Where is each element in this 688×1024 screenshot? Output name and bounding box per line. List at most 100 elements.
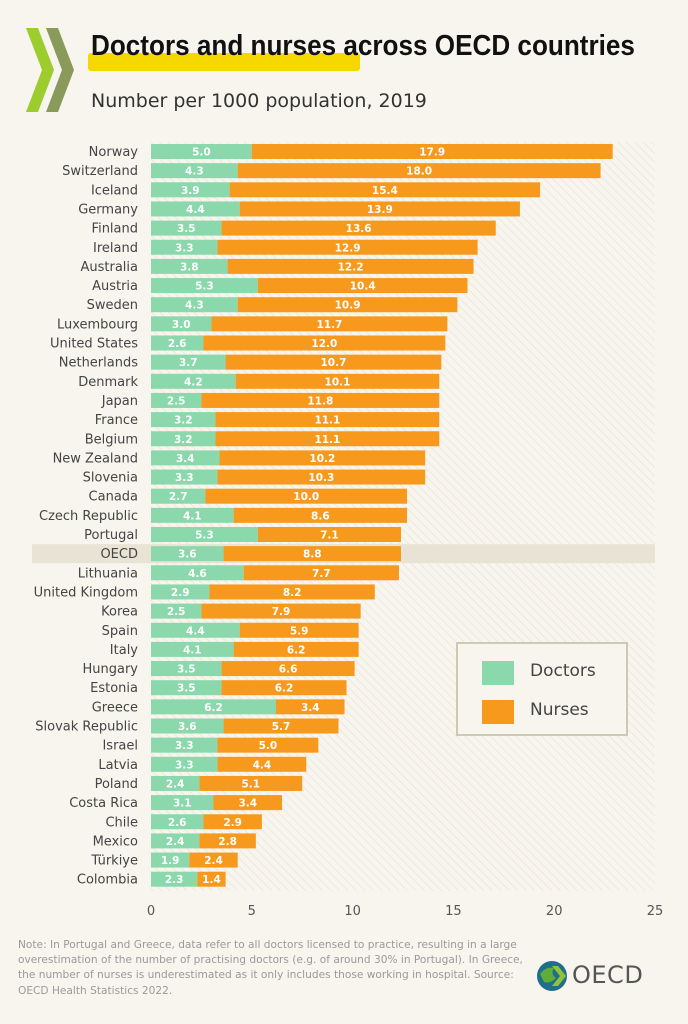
category-label-japan: Japan xyxy=(101,394,138,409)
category-label-slovenia: Slovenia xyxy=(83,471,138,486)
bar-nurses-colombia xyxy=(197,871,226,887)
data-label-nurses-slovak-republic: 5.7 xyxy=(272,721,291,733)
bar-doctors-denmark xyxy=(151,373,236,389)
bar-nurses-czech-republic xyxy=(233,507,408,523)
data-label-nurses-belgium: 11.1 xyxy=(314,434,340,446)
category-label-united-states: United States xyxy=(50,337,138,352)
data-label-nurses-germany: 13.9 xyxy=(367,204,393,216)
category-label-canada: Canada xyxy=(89,490,138,505)
bar-doctors-sweden xyxy=(151,297,238,313)
chart-subtitle: Number per 1000 population, 2019 xyxy=(91,90,427,112)
bar-nurses-slovenia xyxy=(217,469,426,485)
bar-nurses-lithuania xyxy=(243,565,399,581)
x-tick-label-10: 10 xyxy=(344,904,361,919)
category-label-united-kingdom: United Kingdom xyxy=(34,585,138,600)
data-label-doctors-greece: 6.2 xyxy=(204,702,223,714)
bar-doctors-costa-rica xyxy=(151,795,214,811)
data-label-doctors-poland: 2.4 xyxy=(166,778,185,790)
bar-nurses-costa-rica xyxy=(213,795,283,811)
x-tick-label-25: 25 xyxy=(647,904,664,919)
legend-swatch-doctors xyxy=(482,661,514,685)
data-label-nurses-sweden: 10.9 xyxy=(335,300,361,312)
bar-nurses-finland xyxy=(221,220,496,236)
data-label-nurses-ireland: 12.9 xyxy=(335,242,361,254)
bar-doctors-greece xyxy=(151,699,276,715)
bar-nurses-ireland xyxy=(217,239,478,255)
bar-nurses-poland xyxy=(199,775,303,791)
bar-doctors-united-states xyxy=(151,335,204,351)
data-label-doctors-mexico: 2.4 xyxy=(166,836,185,848)
data-label-nurses-france: 11.1 xyxy=(314,415,340,427)
bar-doctors-korea xyxy=(151,603,202,619)
category-label-estonia: Estonia xyxy=(90,681,138,696)
bar-nurses-oecd xyxy=(223,546,401,562)
data-label-doctors-slovenia: 3.3 xyxy=(175,472,194,484)
data-label-doctors-spain: 4.4 xyxy=(186,625,205,637)
bar-nurses-slovak-republic xyxy=(223,718,339,734)
bar-doctors-chile xyxy=(151,814,204,830)
bar-doctors-slovak-republic xyxy=(151,718,224,734)
data-label-doctors-united-states: 2.6 xyxy=(168,338,187,350)
data-label-nurses-greece: 3.4 xyxy=(301,702,320,714)
bar-nurses-hungary xyxy=(221,661,355,677)
data-label-nurses-chile: 2.9 xyxy=(223,817,242,829)
bar-nurses-japan xyxy=(201,392,440,408)
data-label-doctors-finland: 3.5 xyxy=(177,223,196,235)
data-label-nurses-czech-republic: 8.6 xyxy=(311,510,330,522)
bar-nurses-greece xyxy=(275,699,345,715)
category-label-italy: Italy xyxy=(110,643,139,658)
data-label-doctors-czech-republic: 4.1 xyxy=(183,510,202,522)
data-label-nurses-oecd: 8.8 xyxy=(303,549,322,561)
data-label-nurses-united-states: 12.0 xyxy=(311,338,337,350)
bar-doctors-colombia xyxy=(151,871,198,887)
bar-doctors-poland xyxy=(151,775,200,791)
bar-doctors-netherlands xyxy=(151,354,226,370)
bar-nurses-canada xyxy=(205,488,408,504)
data-label-nurses-slovenia: 10.3 xyxy=(308,472,334,484)
data-label-nurses-norway: 17.9 xyxy=(419,147,445,159)
data-label-doctors-slovak-republic: 3.6 xyxy=(178,721,197,733)
x-tick-label-0: 0 xyxy=(147,904,155,919)
data-label-nurses-costa-rica: 3.4 xyxy=(238,798,257,810)
bar-nurses-netherlands xyxy=(225,354,442,370)
category-label-korea: Korea xyxy=(101,605,138,620)
bar-doctors-norway xyxy=(151,144,252,159)
x-tick-label-20: 20 xyxy=(546,904,563,919)
bar-doctors-united-kingdom xyxy=(151,584,210,600)
data-label-nurses-portugal: 7.1 xyxy=(320,530,339,542)
data-label-doctors-united-kingdom: 2.9 xyxy=(171,587,190,599)
chart-note: Note: In Portugal and Greece, data refer… xyxy=(18,939,523,997)
x-tick-label-5: 5 xyxy=(248,904,256,919)
data-label-nurses-hungary: 6.6 xyxy=(279,664,298,676)
bar-doctors-austria xyxy=(151,278,258,294)
data-label-nurses-united-kingdom: 8.2 xyxy=(283,587,302,599)
category-label-israel: Israel xyxy=(102,739,138,754)
data-label-nurses-spain: 5.9 xyxy=(290,625,309,637)
category-label-hungary: Hungary xyxy=(82,662,138,677)
data-label-nurses-austria: 10.4 xyxy=(350,281,376,293)
data-label-nurses-australia: 12.2 xyxy=(338,261,364,273)
bar-nurses-australia xyxy=(227,258,474,274)
category-label-denmark: Denmark xyxy=(78,375,138,390)
bar-nurses-portugal xyxy=(257,527,401,542)
data-label-nurses-italy: 6.2 xyxy=(287,644,306,656)
data-label-doctors-sweden: 4.3 xyxy=(185,300,204,312)
data-label-nurses-estonia: 6.2 xyxy=(275,683,294,695)
bar-doctors-new-zealand xyxy=(151,450,220,466)
data-label-doctors-hungary: 3.5 xyxy=(177,664,196,676)
bar-doctors-switzerland xyxy=(151,163,238,179)
data-label-doctors-italy: 4.1 xyxy=(183,644,202,656)
legend-label-nurses: Nurses xyxy=(530,700,589,720)
chart-title: Doctors and nurses across OECD countries xyxy=(91,30,635,62)
data-label-nurses-netherlands: 10.7 xyxy=(320,357,346,369)
oecd-chevron-logo-icon xyxy=(26,28,74,112)
data-label-nurses-colombia: 1.4 xyxy=(202,874,221,886)
category-label-ireland: Ireland xyxy=(93,241,138,256)
category-label-lithuania: Lithuania xyxy=(78,566,138,581)
bar-doctors-portugal xyxy=(151,527,258,542)
data-label-nurses-japan: 11.8 xyxy=(307,395,333,407)
category-label-iceland: Iceland xyxy=(91,183,138,198)
category-label-belgium: Belgium xyxy=(85,432,138,447)
bar-doctors-israel xyxy=(151,737,218,753)
category-label-sweden: Sweden xyxy=(87,298,138,313)
